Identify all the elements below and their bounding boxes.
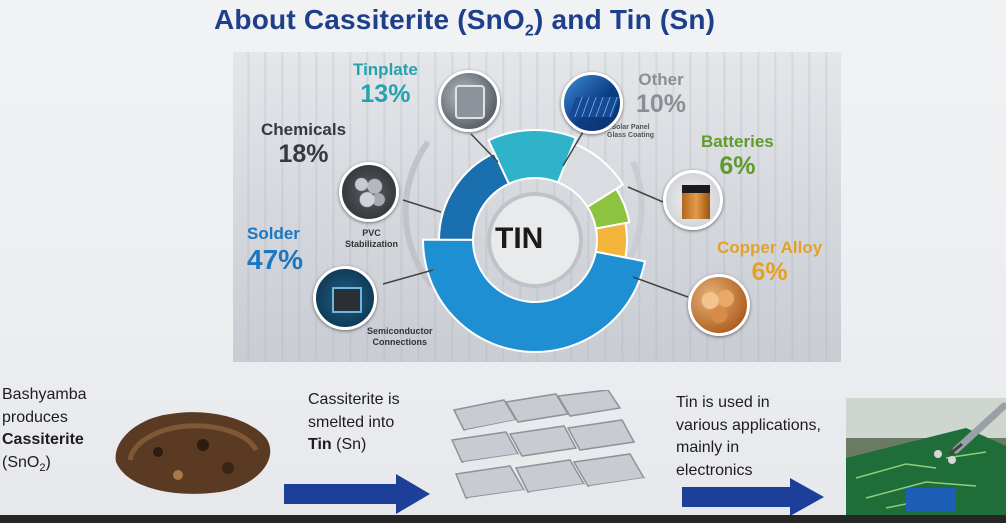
step1-text: Bashyamba produces Cassiterite (SnO2) bbox=[2, 386, 87, 475]
chip-image-icon bbox=[313, 266, 377, 330]
slide-title: About Cassiterite (SnO2) and Tin (Sn) bbox=[214, 4, 716, 40]
semiconductor-sublabel: Semiconductor Connections bbox=[367, 326, 433, 347]
tin-uses-infographic: TIN Tinplate 13% Other 10% Batteries 6% … bbox=[233, 52, 841, 362]
step3-text: Tin is used in various applications, mai… bbox=[676, 394, 821, 480]
arrow-right-icon bbox=[682, 478, 824, 515]
arrow-right-icon bbox=[284, 474, 430, 514]
tinplate-label: Tinplate 13% bbox=[353, 60, 418, 108]
step2-text: Cassiterite is smelted into Tin (Sn) bbox=[308, 391, 400, 454]
tinplate-image-icon bbox=[438, 70, 500, 132]
batteries-label: Batteries 6% bbox=[701, 132, 774, 180]
solar-panel-sublabel: Solar Panel Glass Coating bbox=[607, 124, 655, 140]
screen-bezel bbox=[0, 515, 1006, 523]
donut-segment-chemicals bbox=[437, 151, 511, 241]
chemicals-label: Chemicals 18% bbox=[261, 120, 347, 168]
battery-image-icon bbox=[663, 170, 723, 230]
donut-segment-solder bbox=[422, 238, 647, 353]
center-label: TIN bbox=[495, 222, 544, 255]
donut-segment-tinplate bbox=[487, 129, 578, 186]
solder-label: Solder 47% bbox=[247, 224, 304, 275]
tin-donut-chart bbox=[382, 129, 689, 353]
other-label: Other 10% bbox=[636, 70, 687, 118]
ore-image-icon bbox=[115, 412, 271, 494]
copper-image-icon bbox=[688, 274, 750, 336]
solar-panel-image-icon bbox=[561, 72, 623, 134]
pvc-image-icon bbox=[339, 162, 399, 222]
pvc-sublabel: PVC Stabilization bbox=[345, 228, 399, 249]
donut-segment-other bbox=[556, 142, 625, 209]
ingots-image-icon bbox=[450, 390, 646, 504]
copper-alloy-label: Copper Alloy 6% bbox=[717, 238, 823, 286]
circuit-board-image-icon bbox=[846, 398, 1006, 515]
